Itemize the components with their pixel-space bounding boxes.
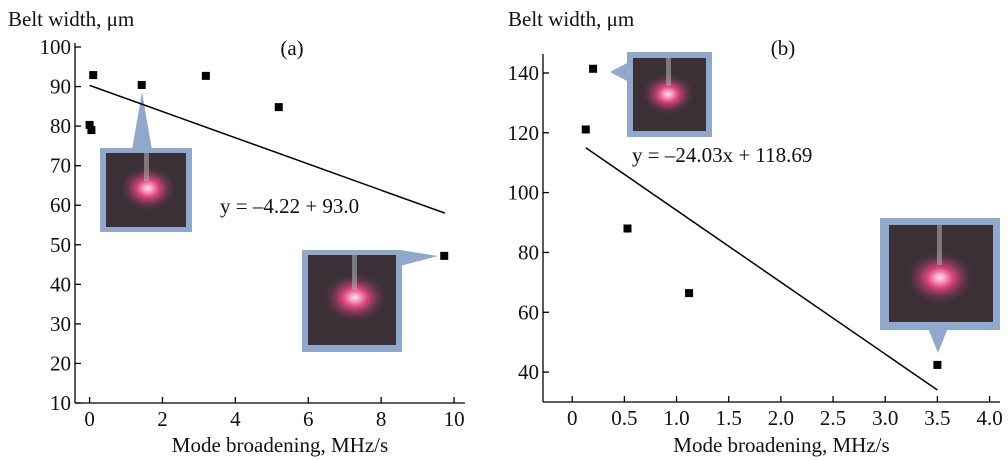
x-tick-label: 4: [230, 407, 241, 431]
y-axis-label: Belt width, μm: [508, 7, 634, 31]
x-tick-label: 1.5: [716, 406, 742, 430]
y-tick-label: 60: [518, 300, 539, 324]
x-tick-label: 4.0: [976, 406, 1002, 430]
point: [685, 289, 694, 298]
equation: y = –24.03x + 118.69: [632, 143, 812, 167]
y-tick-label: 80: [50, 114, 71, 138]
y-tick-label: 50: [50, 233, 71, 257]
y-tick-label: 100: [40, 35, 72, 59]
point: [89, 71, 98, 80]
x-tick-label: 1.0: [663, 406, 689, 430]
trend-line: [89, 84, 446, 214]
point: [85, 120, 94, 129]
point: [581, 125, 590, 134]
y-axis-label: Belt width, μm: [8, 7, 134, 31]
x-tick-label: 3.0: [872, 406, 898, 430]
x-tick-label: 6: [303, 407, 314, 431]
y-tick-label: 90: [50, 75, 71, 99]
x-tick-label: 0: [84, 407, 95, 431]
y-tick-label: 140: [508, 61, 540, 85]
inset-photo: [880, 218, 1000, 353]
point: [87, 126, 96, 135]
x-tick-label: 3.5: [924, 406, 950, 430]
point: [589, 64, 598, 73]
point: [623, 224, 632, 233]
y-tick-label: 20: [50, 351, 71, 375]
y-tick-label: 80: [518, 240, 539, 264]
x-axis-label: Mode broadening, MHz/s: [673, 433, 889, 457]
equation: y = –4.22 + 93.0: [220, 194, 359, 218]
x-tick-label: 2: [157, 407, 168, 431]
panel-title: (a): [280, 36, 303, 60]
y-tick-label: 40: [518, 360, 539, 384]
x-tick-label: 10: [444, 407, 465, 431]
y-tick-label: 120: [508, 121, 540, 145]
x-tick-label: 0.5: [611, 406, 637, 430]
point: [201, 71, 210, 80]
y-tick-label: 30: [50, 312, 71, 336]
point: [274, 103, 283, 112]
inset-photo: [610, 52, 712, 137]
y-tick-label: 10: [50, 391, 71, 415]
y-tick-label: 70: [50, 154, 71, 178]
trend-line: [585, 147, 938, 391]
x-tick-label: 2.0: [768, 406, 794, 430]
x-tick-label: 8: [376, 407, 387, 431]
y-tick-label: 100: [508, 181, 540, 205]
x-tick-label: 0: [567, 406, 578, 430]
point: [933, 360, 942, 369]
point: [137, 80, 146, 89]
x-axis-label: Mode broadening, MHz/s: [172, 433, 388, 457]
x-tick-label: 2.5: [820, 406, 846, 430]
inset-photo: [302, 250, 438, 352]
inset-photo: [100, 92, 192, 232]
y-tick-label: 60: [50, 193, 71, 217]
point: [440, 251, 449, 260]
y-tick-label: 40: [50, 272, 71, 296]
panel-title: (b): [771, 36, 796, 60]
